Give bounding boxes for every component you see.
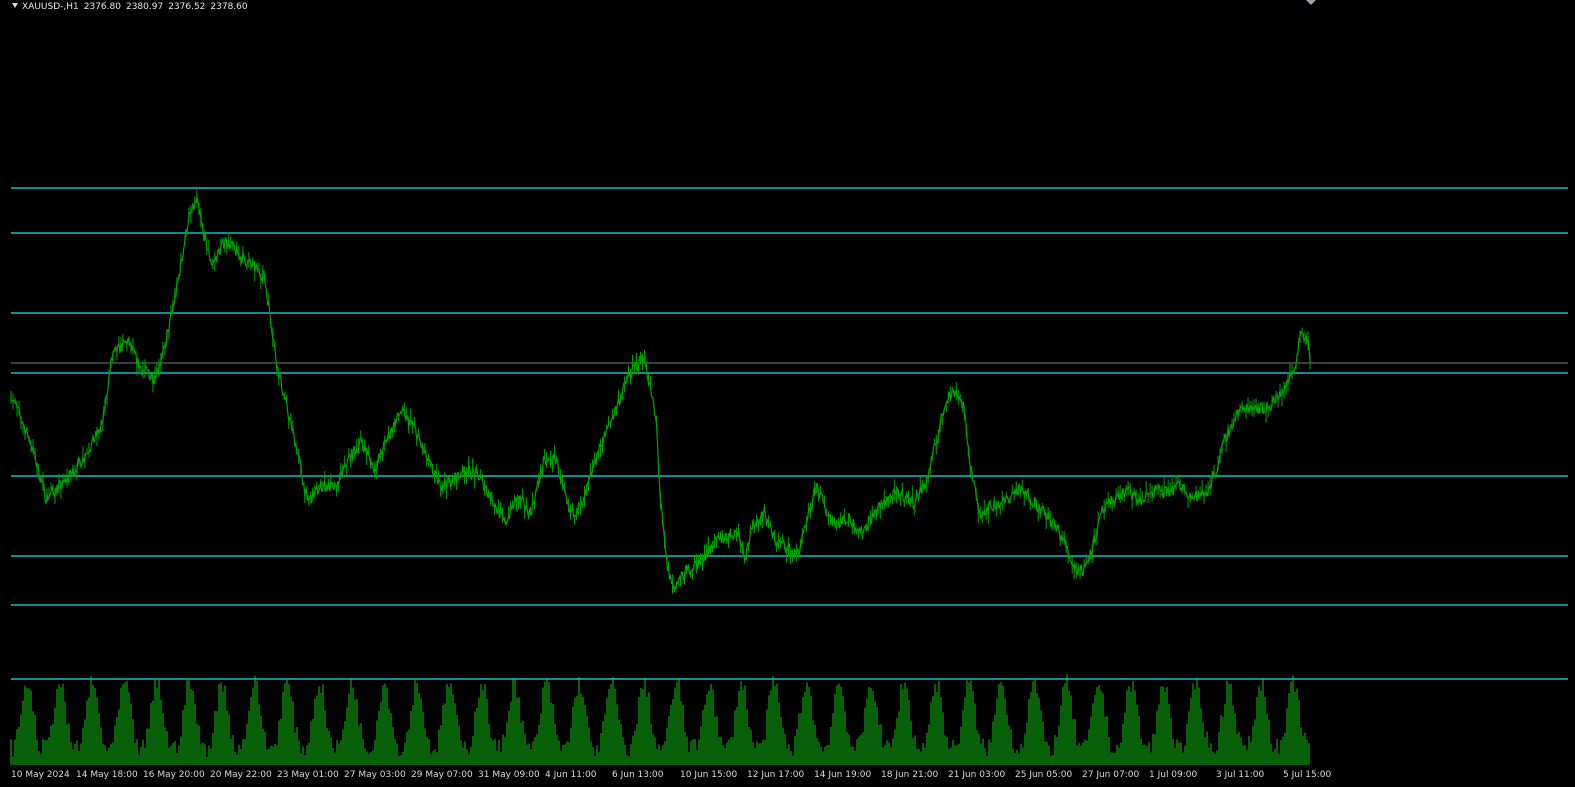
x-tick-label: 20 May 22:00 (210, 770, 272, 780)
dropdown-arrow-icon[interactable] (12, 3, 18, 8)
x-tick-label: 4 Jun 11:00 (545, 770, 597, 780)
x-tick-label: 31 May 09:00 (478, 770, 540, 780)
symbol-label: XAUUSD-,H1 (22, 2, 79, 12)
chart-shift-marker-icon[interactable] (1306, 0, 1316, 5)
x-tick-label: 10 Jun 15:00 (680, 770, 737, 780)
price-line (10, 197, 1311, 590)
x-tick-label: 10 May 2024 (11, 770, 70, 780)
x-tick-label: 14 Jun 19:00 (814, 770, 871, 780)
x-tick-label: 27 May 03:00 (344, 770, 406, 780)
horizontal-levels[interactable] (11, 187, 1568, 680)
symbol-header[interactable]: XAUUSD-,H1 2376.80 2380.97 2376.52 2378.60 (12, 2, 248, 12)
x-tick-label: 27 Jun 07:00 (1082, 770, 1139, 780)
x-tick-label: 1 Jul 09:00 (1149, 770, 1198, 780)
open-value: 2376.80 (83, 2, 121, 12)
volume-histogram (10, 674, 1310, 765)
time-axis: 10 May 2024 14 May 18:00 16 May 20:00 20 Ma… (11, 770, 1332, 780)
high-value: 2380.97 (125, 2, 164, 12)
x-tick-label: 6 Jun 13:00 (612, 770, 664, 780)
x-tick-label: 3 Jul 11:00 (1216, 770, 1265, 780)
price-series (10, 189, 1311, 594)
x-tick-label: 12 Jun 17:00 (747, 770, 804, 780)
x-tick-label: 25 Jun 05:00 (1015, 770, 1072, 780)
x-tick-label: 16 May 20:00 (143, 770, 205, 780)
x-tick-label: 21 Jun 03:00 (948, 770, 1005, 780)
close-value: 2378.60 (210, 2, 248, 12)
x-tick-label: 18 Jun 21:00 (881, 770, 938, 780)
low-value: 2376.52 (168, 2, 206, 12)
x-tick-label: 29 May 07:00 (411, 770, 473, 780)
x-tick-label: 14 May 18:00 (76, 770, 138, 780)
x-tick-label: 23 May 01:00 (277, 770, 339, 780)
x-tick-label: 5 Jul 15:00 (1283, 770, 1332, 780)
